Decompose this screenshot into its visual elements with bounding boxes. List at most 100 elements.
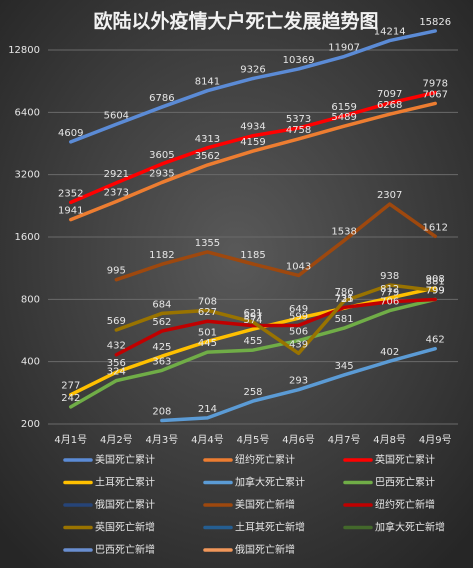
data-label: 324 [107, 367, 126, 378]
data-label: 708 [198, 296, 217, 307]
data-label: 1355 [195, 238, 220, 249]
y-tick-label: 6400 [15, 107, 40, 118]
series-line [114, 297, 437, 357]
data-label: 6159 [331, 102, 356, 113]
data-label: 731 [335, 293, 354, 304]
x-tick-label: 4月7号 [328, 434, 361, 446]
data-label: 425 [152, 342, 171, 353]
data-label: 4609 [58, 128, 83, 139]
data-label: 1043 [286, 261, 311, 272]
data-label: 995 [107, 266, 126, 277]
data-label: 5489 [331, 112, 356, 123]
data-label: 627 [198, 307, 217, 318]
data-label: 2373 [104, 188, 129, 199]
data-label: 4758 [286, 125, 311, 136]
data-label: 277 [61, 381, 80, 392]
x-tick-label: 4月6号 [282, 434, 315, 446]
series-line [114, 283, 437, 356]
data-label: 6786 [149, 93, 174, 104]
data-label: 2935 [149, 168, 174, 179]
series-line [69, 29, 437, 144]
legend-label: 巴西死亡累计 [375, 476, 435, 489]
legend-label: 土耳死亡累计 [95, 476, 155, 489]
legend-label: 美国死亡新增 [235, 498, 295, 511]
data-label: 7978 [422, 79, 447, 90]
data-label: 293 [289, 376, 308, 387]
data-label: 3562 [195, 151, 220, 162]
data-label: 445 [198, 338, 217, 349]
chart-title: 欧陆以外疫情大户死亡发展趋势图 [93, 10, 378, 33]
data-label: 1612 [422, 222, 447, 233]
series-line [160, 346, 437, 423]
y-tick-label: 1600 [15, 232, 40, 243]
data-label: 908 [426, 274, 445, 285]
series-line [69, 101, 437, 222]
x-tick-label: 4月2号 [100, 434, 133, 446]
data-label: 363 [152, 356, 171, 367]
series-line [114, 202, 437, 282]
y-tick-label: 12800 [8, 45, 40, 56]
legend-label: 巴西死亡新增 [95, 543, 155, 556]
data-label: 938 [380, 271, 399, 282]
data-label: 462 [426, 335, 445, 346]
y-tick-label: 200 [21, 419, 40, 430]
data-label: 706 [380, 297, 399, 308]
data-label: 15826 [419, 17, 451, 28]
data-label: 356 [107, 358, 126, 369]
data-label: 2307 [377, 190, 402, 201]
x-tick-label: 4月5号 [237, 434, 270, 446]
data-label: 597 [243, 312, 262, 323]
data-label: 621 [243, 308, 262, 319]
data-label: 3605 [149, 150, 174, 161]
series-line [69, 90, 437, 205]
data-label: 214 [198, 404, 217, 415]
legend-label: 美国死亡累计 [95, 453, 155, 466]
data-label: 779 [380, 288, 399, 299]
data-label: 569 [107, 316, 126, 327]
y-tick-label: 3200 [15, 170, 40, 181]
legend-label: 俄国死亡累计 [95, 498, 155, 511]
data-label: 11907 [328, 43, 360, 54]
data-label: 9326 [240, 64, 265, 75]
data-label: 345 [335, 361, 354, 372]
data-label: 725 [335, 294, 354, 305]
data-label: 6268 [377, 100, 402, 111]
data-label: 786 [335, 287, 354, 298]
data-label: 501 [198, 327, 217, 338]
legend-label: 加拿大死亡累计 [235, 476, 305, 489]
x-tick-label: 4月1号 [54, 434, 87, 446]
legend-label: 纽约死亡累计 [235, 453, 295, 466]
legend-label: 英国死亡累计 [375, 453, 435, 466]
data-label: 242 [61, 393, 80, 404]
data-label: 1941 [58, 206, 83, 217]
data-label: 574 [243, 315, 262, 326]
series-line [69, 286, 437, 397]
data-label: 8141 [195, 77, 220, 88]
data-label: 812 [380, 284, 399, 295]
data-label: 455 [243, 336, 262, 347]
data-label: 2352 [58, 188, 83, 199]
data-label: 402 [380, 347, 399, 358]
legend-label: 纽约死亡新增 [375, 498, 435, 511]
data-label: 7097 [377, 89, 402, 100]
data-label: 1182 [149, 250, 174, 261]
legend-label: 加拿大死亡新增 [375, 521, 445, 534]
x-tick-label: 4月3号 [146, 434, 179, 446]
data-label: 684 [152, 299, 171, 310]
data-label: 7067 [422, 89, 447, 100]
data-label: 562 [152, 317, 171, 328]
data-label: 4313 [195, 134, 220, 145]
y-tick-label: 400 [21, 357, 40, 368]
data-label: 5373 [286, 114, 311, 125]
data-label: 581 [335, 314, 354, 325]
series-line [69, 297, 437, 409]
data-label: 258 [243, 387, 262, 398]
legend-label: 英国死亡新增 [95, 521, 155, 534]
data-label: 4934 [240, 122, 265, 133]
data-label: 599 [289, 311, 308, 322]
data-label: 14214 [374, 27, 406, 38]
data-label: 649 [289, 304, 308, 315]
data-label: 432 [107, 341, 126, 352]
x-tick-label: 4月8号 [373, 434, 406, 446]
data-label: 5604 [104, 110, 129, 121]
